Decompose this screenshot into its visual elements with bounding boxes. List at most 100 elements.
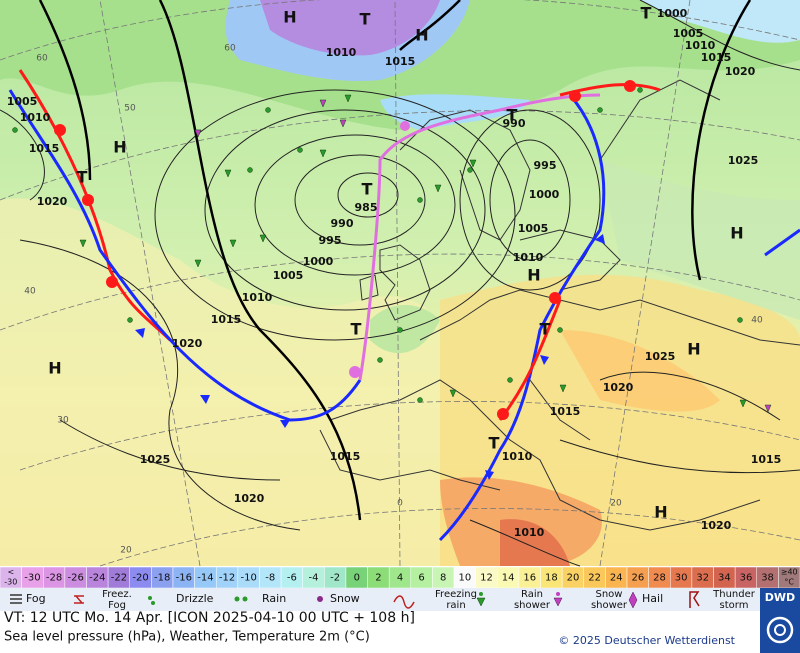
- legend-label: Snow: [330, 592, 360, 605]
- scale-label: -30: [4, 578, 17, 587]
- isobar-label: 1015: [550, 405, 581, 418]
- legend-label: shower: [591, 600, 628, 611]
- scale-label: -2: [330, 573, 340, 584]
- scale-label: -10: [240, 573, 256, 584]
- isobar-label: 1005: [518, 222, 549, 235]
- legend-icons: [10, 591, 700, 609]
- isobar-label: 1025: [728, 154, 759, 167]
- graticule-label: 30: [57, 416, 69, 426]
- scale-label: 30: [675, 573, 688, 584]
- graticule-label: 40: [24, 287, 36, 297]
- scale-label: 38: [761, 573, 774, 584]
- graticule-label: 20: [120, 546, 132, 556]
- graticule-label: 50: [124, 104, 136, 114]
- legend-label: rain: [446, 600, 465, 611]
- isobar-label: 1010: [502, 450, 533, 463]
- isobar-label: 995: [319, 234, 342, 247]
- scale-label: -20: [132, 573, 148, 584]
- valid-time: VT: 12 UTC Mo. 14 Apr. [ICON 2025-04-10 …: [4, 610, 415, 626]
- pressure-center: H: [527, 266, 540, 285]
- isobar-labels: 1005101010151020101010151000100510101015…: [7, 7, 782, 539]
- pressure-center: H: [283, 8, 296, 27]
- scale-label: 36: [740, 573, 753, 584]
- pressure-center: H: [730, 224, 743, 243]
- scale-label: 8: [440, 573, 446, 584]
- scale-label: 4: [397, 573, 403, 584]
- isobar-label: 1025: [645, 350, 676, 363]
- pressure-center: T: [360, 10, 371, 29]
- isobar-label: 1010: [326, 46, 357, 59]
- scale-label: -12: [219, 573, 235, 584]
- scale-label: 2: [375, 573, 381, 584]
- scale-label: -28: [46, 573, 62, 584]
- coastlines: [319, 79, 800, 531]
- isobar-label: 985: [355, 201, 378, 214]
- legend-label: Fog: [26, 592, 46, 605]
- graticule-label: 40: [751, 316, 763, 326]
- pressure-center: H: [654, 503, 667, 522]
- scale-label: -16: [176, 573, 192, 584]
- graticule-label: 0: [397, 499, 403, 509]
- scale-label: °C: [784, 578, 794, 587]
- isobar-label: 1010: [513, 251, 544, 264]
- dwd-logo-mark-inner: [774, 624, 786, 636]
- isobar-label: 1020: [701, 519, 732, 532]
- thick-isobars: [38, 0, 752, 521]
- legend-label: Hail: [642, 592, 663, 605]
- pressure-center: T: [77, 168, 88, 187]
- scale-label: -26: [68, 573, 84, 584]
- front-symbols: [54, 80, 636, 480]
- scale-label: -18: [154, 573, 170, 584]
- graticule-label: 20: [610, 499, 622, 509]
- isobars: [0, 0, 800, 567]
- temperature-scale: <-30 -30 -28 -26 -24 -22 -20 -18 -16 -14 -12 -10 -8-…: [0, 566, 800, 589]
- logo-text: DWD: [765, 591, 795, 604]
- scale-label: 26: [631, 573, 644, 584]
- scale-label: -4: [309, 573, 319, 584]
- fronts: [8, 69, 800, 542]
- isobar-label: 1015: [29, 142, 60, 155]
- scale-label: 0: [354, 573, 360, 584]
- isobar-label: 1020: [725, 65, 756, 78]
- isobar-label: 1015: [330, 450, 361, 463]
- isobar-label: 1015: [211, 313, 242, 326]
- pressure-center: H: [687, 340, 700, 359]
- copyright: © 2025 Deutscher Wetterdienst: [558, 634, 735, 647]
- scale-label: 14: [502, 573, 515, 584]
- scale-label: -14: [197, 573, 213, 584]
- scale-label: 18: [545, 573, 558, 584]
- scale-label: -8: [265, 573, 275, 584]
- legend-label: Snow: [596, 589, 623, 600]
- legend-background: [0, 588, 800, 611]
- scale-label: 20: [567, 573, 580, 584]
- scale-label: -24: [89, 573, 105, 584]
- legend-label: Rain: [262, 592, 286, 605]
- isobar-label: 1010: [20, 111, 51, 124]
- scale-label: ≥40: [781, 568, 798, 577]
- isobar-label: 1000: [657, 7, 688, 20]
- isobar-label: 1015: [751, 453, 782, 466]
- pressure-center: H: [48, 359, 61, 378]
- scale-label: -22: [111, 573, 127, 584]
- isobar-label: 1025: [140, 453, 171, 466]
- map-background: [0, 0, 800, 566]
- legend-label: Fog: [108, 600, 126, 611]
- scale-label: -6: [287, 573, 297, 584]
- graticule-labels: 60 50 40 30 20 0 20 40 60: [24, 44, 763, 556]
- pressure-center: H: [113, 138, 126, 157]
- scale-label: 16: [523, 573, 536, 584]
- scale-label: -30: [24, 573, 40, 584]
- scale-label: 24: [610, 573, 623, 584]
- graticule-label: 60: [36, 54, 48, 64]
- scale-label: <: [7, 568, 14, 577]
- scale-label: 10: [458, 573, 471, 584]
- scale-label: 22: [588, 573, 601, 584]
- legend-label: Drizzle: [176, 592, 214, 605]
- isobar-label: 1020: [172, 337, 203, 350]
- pressure-center: T: [362, 180, 373, 199]
- description: Sea level pressure (hPa), Weather, Tempe…: [4, 630, 370, 645]
- scale-label: 32: [696, 573, 709, 584]
